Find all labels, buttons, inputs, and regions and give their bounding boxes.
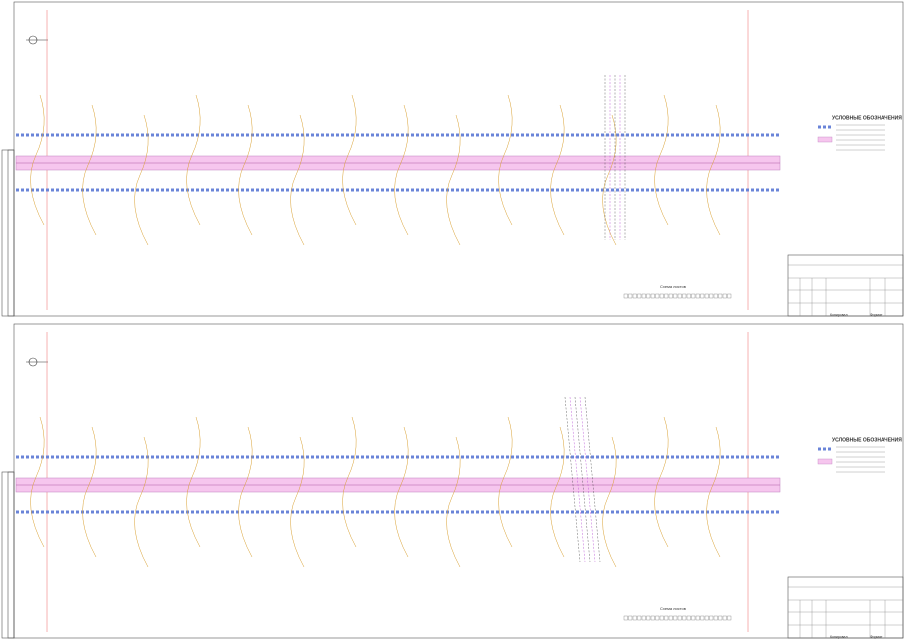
sheet-scheme-cell	[704, 615, 709, 621]
sheet-scheme-cell	[650, 293, 655, 299]
contour	[238, 104, 253, 236]
sheet-scheme-cell	[664, 293, 669, 299]
format-label: Формат	[870, 635, 883, 639]
stamp-strip	[7, 149, 15, 317]
sheet-scheme-cell	[659, 293, 664, 299]
contour	[550, 104, 565, 236]
copied-label: Копировал	[830, 635, 848, 639]
sheet-scheme-cell	[695, 293, 700, 299]
title-block	[787, 254, 904, 317]
sheet-scheme-cell	[686, 293, 691, 299]
sheet-scheme-cell	[691, 615, 696, 621]
contour	[498, 416, 513, 548]
sheet-scheme-cell	[668, 293, 673, 299]
sheet: УСЛОВНЫЕ ОБОЗНАЧЕНИЯ Копировал Формат Схема…	[1, 323, 904, 639]
title-block	[787, 576, 904, 639]
sheet-scheme-cell	[686, 615, 691, 621]
sheet-scheme-cell	[632, 293, 637, 299]
sheet-scheme-cell	[718, 615, 723, 621]
legend-swatch	[817, 458, 833, 465]
sheet-scheme-cell	[704, 293, 709, 299]
sheet-scheme-cell	[659, 615, 664, 621]
sheet-scheme-cell	[628, 293, 633, 299]
contour	[30, 94, 45, 226]
contour	[706, 426, 721, 558]
sheet-scheme-cell	[682, 293, 687, 299]
sheet-scheme-cell	[655, 615, 660, 621]
contour	[186, 416, 201, 548]
format-label: Формат	[870, 313, 883, 317]
utility-line	[584, 396, 601, 563]
utility-line	[564, 396, 581, 563]
sheet-scheme-cell	[646, 293, 651, 299]
sheet-scheme-label: Схема листов	[660, 284, 686, 289]
sheet-scheme-cell	[637, 293, 642, 299]
sheet-scheme-cell	[709, 293, 714, 299]
contour	[706, 104, 721, 236]
sheet-scheme-cell	[727, 615, 732, 621]
sheet-scheme-cell	[727, 293, 732, 299]
contour	[134, 114, 149, 246]
contour	[654, 416, 669, 548]
contour	[82, 104, 97, 236]
contour	[186, 94, 201, 226]
sheet-scheme-cell	[637, 615, 642, 621]
contour	[446, 436, 461, 568]
contour	[342, 94, 357, 226]
sheet-scheme-cell	[641, 293, 646, 299]
contour	[394, 104, 409, 236]
contour	[446, 114, 461, 246]
legend-swatch	[817, 136, 833, 143]
contour	[290, 436, 305, 568]
contour	[238, 426, 253, 558]
sheet-scheme-cell	[695, 615, 700, 621]
sheet-scheme-cell	[722, 615, 727, 621]
contour	[290, 114, 305, 246]
contour	[394, 426, 409, 558]
utility-line	[569, 396, 586, 563]
contour	[498, 94, 513, 226]
sheet-scheme-cell	[700, 293, 705, 299]
sheet-scheme-cell	[623, 615, 628, 621]
contour	[602, 436, 617, 568]
sheet-scheme-cell	[722, 293, 727, 299]
sheet-scheme-cell	[673, 293, 678, 299]
contour	[30, 416, 45, 548]
sheet-scheme-cell	[691, 293, 696, 299]
copied-label: Копировал	[830, 313, 848, 317]
sheet-scheme-cell	[641, 615, 646, 621]
contour	[342, 416, 357, 548]
utility-line	[579, 396, 596, 563]
sheet-scheme-cell	[664, 615, 669, 621]
sheet-scheme-cell	[677, 293, 682, 299]
utility-line	[574, 396, 591, 563]
sheet-scheme-cell	[713, 615, 718, 621]
sheet-scheme-cell	[655, 293, 660, 299]
sheet-scheme-cell	[646, 615, 651, 621]
sheet-scheme-cell	[700, 615, 705, 621]
legend-title: УСЛОВНЫЕ ОБОЗНАЧЕНИЯ	[832, 437, 902, 443]
sheet-scheme-cell	[709, 615, 714, 621]
sheet-scheme-cell	[682, 615, 687, 621]
sheet-scheme-cell	[628, 615, 633, 621]
stamp-strip	[7, 471, 15, 639]
contour	[550, 426, 565, 558]
sheet-scheme-label: Схема листов	[660, 606, 686, 611]
sheet-scheme-cell	[713, 293, 718, 299]
sheet-scheme-cell	[668, 615, 673, 621]
sheet-scheme-cell	[677, 615, 682, 621]
contour	[654, 94, 669, 226]
contour	[82, 426, 97, 558]
contour	[134, 436, 149, 568]
legend-title: УСЛОВНЫЕ ОБОЗНАЧЕНИЯ	[832, 115, 902, 121]
sheet-scheme-cell	[623, 293, 628, 299]
sheet-scheme-cell	[650, 615, 655, 621]
sheet-scheme-cell	[718, 293, 723, 299]
sheet: УСЛОВНЫЕ ОБОЗНАЧЕНИЯ Копировал Формат Схема…	[1, 1, 904, 317]
sheet-scheme-cell	[632, 615, 637, 621]
sheet-scheme-cell	[673, 615, 678, 621]
contour	[602, 114, 617, 246]
